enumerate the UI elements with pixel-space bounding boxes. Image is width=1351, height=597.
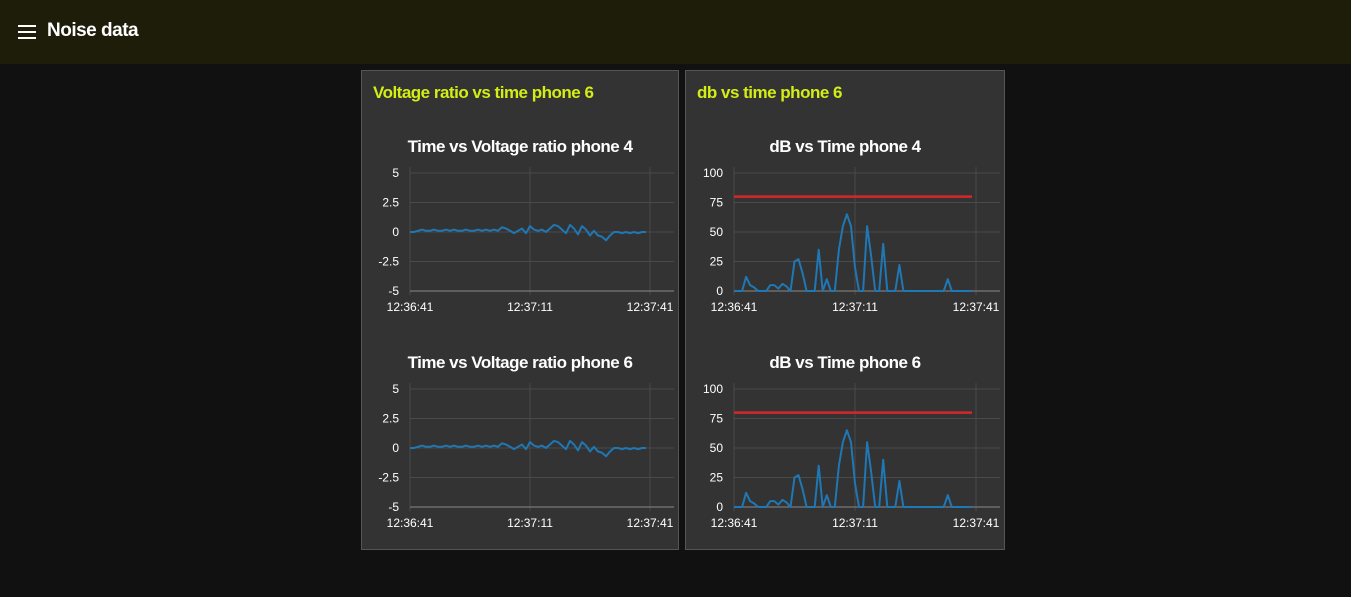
- y-tick-label: -5: [388, 284, 399, 298]
- hamburger-menu-icon[interactable]: [18, 25, 36, 39]
- chart-title: dB vs Time phone 6: [769, 353, 921, 372]
- x-tick-label: 12:36:41: [711, 516, 758, 530]
- series-line: [410, 439, 646, 458]
- db-chart-phone-6[interactable]: 100 75 50 25 0 12:36:41 12:37:11 12:37:41: [686, 379, 1006, 539]
- chart-title: Time vs Voltage ratio phone 4: [407, 137, 633, 156]
- y-tick-label: 25: [710, 471, 724, 485]
- y-tick-label: 50: [710, 441, 724, 455]
- x-tick-label: 12:37:11: [507, 300, 553, 314]
- series-line: [734, 213, 972, 292]
- y-tick-label: 75: [710, 412, 724, 426]
- y-tick-label: 0: [392, 441, 399, 455]
- group-voltage-ratio: Voltage ratio vs time phone 6 Time vs Vo…: [361, 70, 679, 550]
- y-tick-label: 0: [716, 500, 723, 514]
- y-tick-label: 0: [392, 225, 399, 239]
- y-tick-label: 75: [710, 196, 724, 210]
- x-tick-label: 12:37:41: [953, 516, 1000, 530]
- group-title: Voltage ratio vs time phone 6: [373, 83, 594, 102]
- y-tick-label: 50: [710, 225, 724, 239]
- series-line: [410, 223, 646, 242]
- db-chart-phone-4[interactable]: 100 75 50 25 0 12:36:41 12:37:11 12:37:41: [686, 163, 1006, 323]
- y-tick-label: -5: [388, 500, 399, 514]
- x-tick-label: 12:37:41: [627, 516, 674, 530]
- group-title: db vs time phone 6: [697, 83, 842, 102]
- voltage-chart-phone-4[interactable]: 5 2.5 0 -2.5 -5 12:36:41 12:37:11 12:37:41: [362, 163, 680, 323]
- x-tick-label: 12:36:41: [387, 516, 434, 530]
- y-tick-label: 100: [703, 166, 723, 180]
- x-tick-label: 12:37:41: [953, 300, 1000, 314]
- chart-title: dB vs Time phone 4: [769, 137, 921, 156]
- y-tick-label: 2.5: [382, 412, 399, 426]
- y-tick-label: -2.5: [378, 255, 399, 269]
- chart-title: Time vs Voltage ratio phone 6: [407, 353, 633, 372]
- series-line: [734, 429, 972, 508]
- y-tick-label: -2.5: [378, 471, 399, 485]
- y-tick-label: 2.5: [382, 196, 399, 210]
- x-tick-label: 12:37:11: [832, 300, 878, 314]
- x-tick-label: 12:36:41: [711, 300, 758, 314]
- y-tick-label: 100: [703, 382, 723, 396]
- y-tick-label: 5: [392, 382, 399, 396]
- app-title: Noise data: [47, 20, 139, 41]
- x-tick-label: 12:37:11: [832, 516, 878, 530]
- group-db: db vs time phone 6 dB vs Time phone 4 10…: [685, 70, 1005, 550]
- voltage-chart-phone-6[interactable]: 5 2.5 0 -2.5 -5 12:36:41 12:37:11 12:37:41: [362, 379, 680, 539]
- y-tick-label: 25: [710, 255, 724, 269]
- x-tick-label: 12:37:11: [507, 516, 553, 530]
- top-bar: Noise data: [0, 0, 1351, 64]
- x-tick-label: 12:37:41: [627, 300, 674, 314]
- y-tick-label: 5: [392, 166, 399, 180]
- y-tick-label: 0: [716, 284, 723, 298]
- x-tick-label: 12:36:41: [387, 300, 434, 314]
